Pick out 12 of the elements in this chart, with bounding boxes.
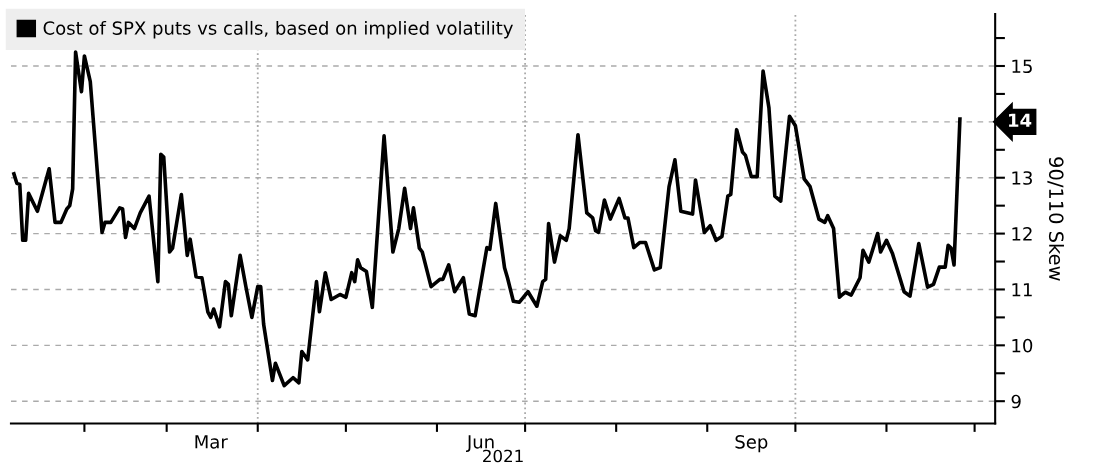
legend-label: Cost of SPX puts vs calls, based on implied volatility <box>43 20 513 39</box>
x-tick-label: Sep <box>735 434 768 453</box>
x-tick-label: Mar <box>195 435 228 449</box>
y-tick-label: 15 <box>1012 59 1032 74</box>
y-tick-label: 11 <box>1012 283 1032 297</box>
y-axis-title: 90/110 Skew <box>1047 157 1064 281</box>
y-tick-label: 13 <box>1012 171 1032 185</box>
y-tick-label: 12 <box>1012 227 1032 241</box>
annotation: 14 <box>1009 113 1032 127</box>
y-tick-label: 9 <box>1011 394 1021 409</box>
y-tick-label: 10 <box>1012 338 1033 353</box>
line-series <box>12 50 962 388</box>
